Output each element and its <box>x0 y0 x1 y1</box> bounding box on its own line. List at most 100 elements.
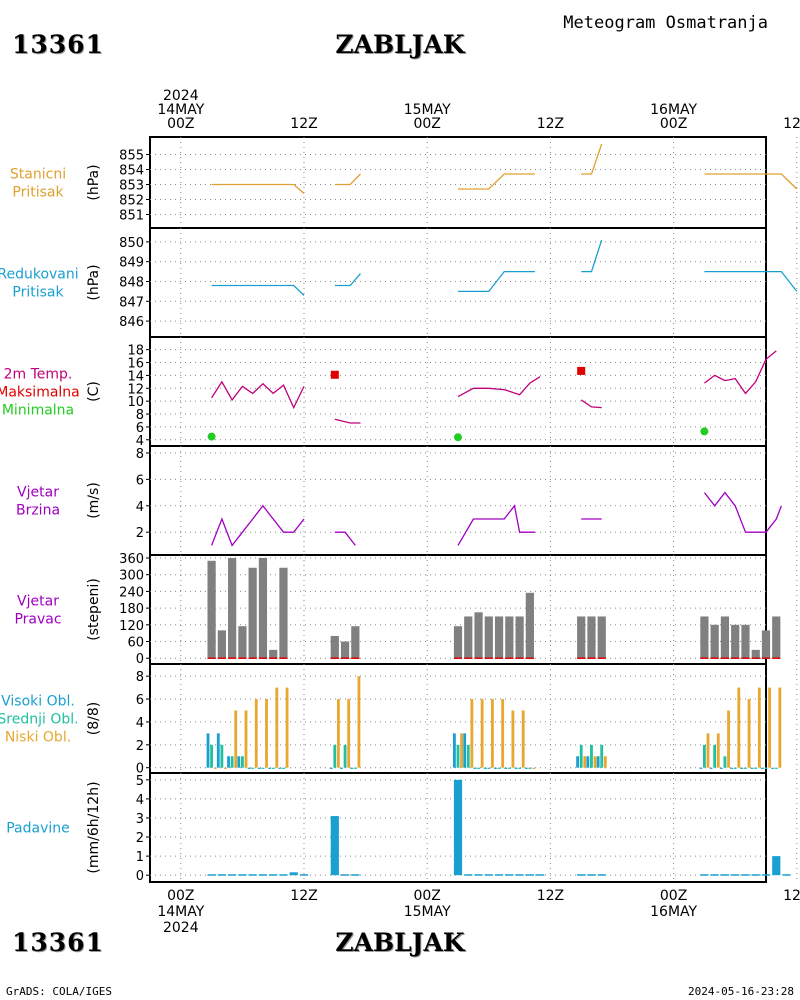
bar-wind-direction <box>751 649 760 659</box>
bar-wind-direction <box>228 558 237 659</box>
cloud-bar <box>244 710 248 768</box>
cloud-bar <box>340 767 343 769</box>
cloud-bar <box>271 767 275 769</box>
y-tick-label: 8 <box>136 670 144 685</box>
min-temp-marker <box>454 433 462 442</box>
y-tick-label: 854 <box>119 164 144 179</box>
cloud-bar <box>275 687 279 768</box>
bar-precipitation <box>587 874 596 876</box>
cloud-bar <box>774 767 778 769</box>
y-tick-label: 851 <box>119 209 144 224</box>
cloud-bar <box>285 687 289 768</box>
cloud-bar <box>350 767 354 769</box>
bar-precipitation <box>207 874 216 876</box>
cloud-bar <box>254 699 258 768</box>
panel-label-clouds: Niski Obl. <box>5 730 71 746</box>
panel-label-wind-speed: Vjetar <box>17 485 59 501</box>
bar-wind-direction <box>464 616 473 659</box>
cloud-bar <box>261 767 265 769</box>
y-tick-label: 6 <box>136 421 144 436</box>
panel-label-station-pressure: Pritisak <box>12 185 64 201</box>
bar-wind-direction <box>761 630 771 659</box>
series-line-station-pressure <box>334 173 361 186</box>
y-tick-label: 850 <box>119 236 144 251</box>
bar-precipitation <box>464 874 473 876</box>
y-tick-label: 847 <box>119 295 144 310</box>
panel-label-reduced-pressure: Redukovani <box>0 267 79 283</box>
y-tick-label: 180 <box>119 602 144 617</box>
bar-wind-direction <box>597 616 606 659</box>
unit-label-clouds: (8/8) <box>86 702 102 735</box>
cloud-bar <box>737 687 741 768</box>
unit-label-precipitation: (mm/6h/12h) <box>86 781 102 873</box>
cloud-bar <box>477 767 480 769</box>
cloud-bar <box>213 767 217 769</box>
y-tick-label: 120 <box>119 619 144 634</box>
bar-precipitation <box>761 874 771 876</box>
panel-frame-reduced-pressure <box>149 227 767 338</box>
bottom-time-label: 15MAY <box>404 904 451 920</box>
cloud-bar <box>740 767 744 769</box>
bar-precipitation <box>494 874 504 876</box>
cloud-bar <box>347 699 351 768</box>
cloud-bar <box>750 767 754 769</box>
series-line-temperature <box>334 418 361 424</box>
y-tick-label: 10 <box>127 395 144 410</box>
max-temp-marker <box>330 370 339 379</box>
unit-label-wind-direction: (stepeni) <box>86 578 102 641</box>
bar-wind-direction <box>453 626 463 659</box>
bar-precipitation <box>515 874 524 876</box>
y-tick-label: 4 <box>136 793 144 808</box>
max-temp-marker <box>577 366 586 375</box>
bar-wind-direction <box>494 616 504 659</box>
cloud-bar <box>586 756 590 768</box>
top-time-label: 00Z <box>167 116 194 132</box>
cloud-bar <box>713 744 717 768</box>
bar-precipitation <box>238 874 247 876</box>
bar-precipitation <box>536 874 545 876</box>
bottom-time-label: 2024 <box>163 920 199 936</box>
bar-precipitation <box>330 816 339 876</box>
cloud-bar <box>733 767 737 769</box>
y-tick-label: 849 <box>119 256 144 271</box>
cloud-bar <box>237 756 241 768</box>
top-time-label: 14MAY <box>157 102 204 118</box>
bar-precipitation <box>279 874 288 876</box>
series-line-wind-speed <box>334 531 356 546</box>
bottom-time-label: 12Z <box>290 888 317 904</box>
bar-wind-direction <box>248 567 257 659</box>
cloud-bar <box>699 767 703 769</box>
series-line-station-pressure <box>458 173 535 190</box>
series-line-temperature <box>704 350 777 395</box>
panel-frame-temperature <box>149 336 767 447</box>
bar-wind-direction <box>258 558 268 659</box>
bar-precipitation <box>299 874 309 876</box>
cloud-bar <box>265 699 268 768</box>
cloud-bar <box>456 744 460 768</box>
top-time-label: 12Z <box>290 116 317 132</box>
bar-wind-direction <box>340 641 350 659</box>
cloud-bar <box>480 699 484 768</box>
bar-precipitation <box>474 874 483 876</box>
cloud-bar <box>764 767 768 769</box>
cloud-bar <box>716 733 720 768</box>
panel-label-clouds: Visoki Obl. <box>1 694 75 710</box>
y-tick-label: 5 <box>136 774 144 789</box>
cloud-bar <box>234 710 238 768</box>
bar-wind-direction <box>330 635 339 659</box>
cloud-bar <box>470 699 474 768</box>
bar-precipitation <box>217 874 226 876</box>
cloud-bar <box>240 756 244 768</box>
min-temp-marker <box>207 432 216 441</box>
cloud-bar <box>483 767 487 769</box>
cloud-bar <box>490 699 494 768</box>
cloud-bar <box>778 687 782 768</box>
cloud-bar <box>514 767 518 769</box>
y-tick-label: 360 <box>119 552 144 567</box>
series-line-station-pressure <box>704 173 798 190</box>
bottom-time-label: 00Z <box>413 888 440 904</box>
y-tick-label: 0 <box>136 762 144 777</box>
bar-wind-direction <box>207 560 216 659</box>
panel-label-precipitation: Padavine <box>6 821 70 837</box>
y-tick-label: 853 <box>119 179 144 194</box>
